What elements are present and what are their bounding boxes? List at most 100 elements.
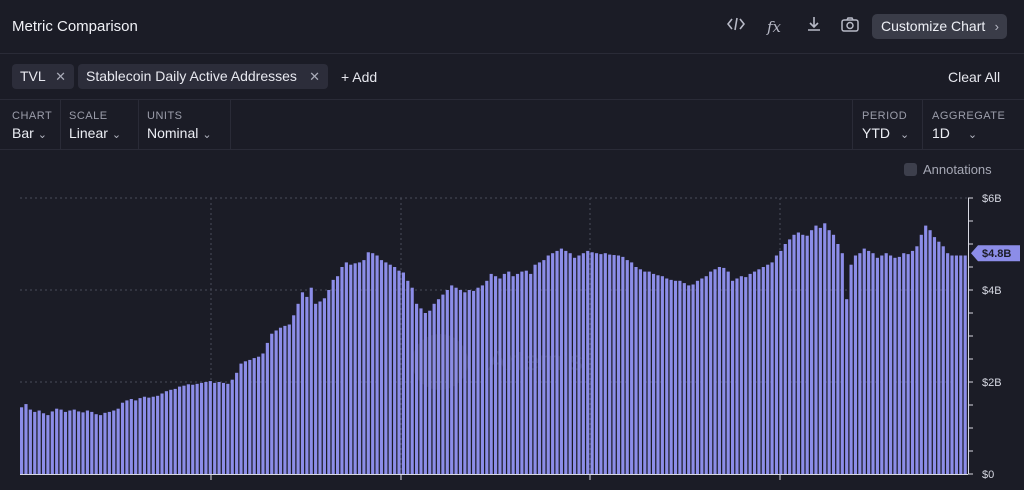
bar[interactable] <box>375 255 379 475</box>
bar[interactable] <box>748 273 752 474</box>
bar[interactable] <box>656 275 660 474</box>
bar[interactable] <box>638 269 642 474</box>
bar[interactable] <box>937 241 941 474</box>
bar[interactable] <box>318 301 322 475</box>
bar[interactable] <box>616 255 621 475</box>
units-control[interactable]: UNITS Nominal ⌄ <box>138 100 230 150</box>
bar[interactable] <box>235 372 239 474</box>
bar[interactable] <box>50 411 54 474</box>
close-icon[interactable]: ✕ <box>55 69 66 84</box>
bar[interactable] <box>700 278 704 475</box>
bar[interactable] <box>296 303 300 474</box>
bar[interactable] <box>85 410 89 474</box>
bar[interactable] <box>682 283 686 474</box>
bar[interactable] <box>28 409 32 474</box>
bar[interactable] <box>630 262 634 474</box>
aggregate-control[interactable]: AGGREGATE 1D ⌄ <box>922 100 1024 150</box>
bar[interactable] <box>59 409 63 474</box>
bar[interactable] <box>577 255 581 475</box>
bar[interactable] <box>357 262 362 474</box>
bar[interactable] <box>160 393 164 475</box>
bar[interactable] <box>322 298 326 474</box>
bar[interactable] <box>489 273 493 474</box>
bar[interactable] <box>129 399 133 474</box>
bar[interactable] <box>472 290 476 474</box>
bar[interactable] <box>810 230 814 474</box>
bar[interactable] <box>792 234 796 474</box>
bar[interactable] <box>665 278 669 475</box>
bar[interactable] <box>436 299 441 474</box>
bar[interactable] <box>660 276 664 474</box>
bar[interactable] <box>134 400 138 474</box>
bar[interactable] <box>467 290 471 474</box>
bar[interactable] <box>344 262 348 474</box>
bar[interactable] <box>156 395 160 474</box>
bar[interactable] <box>555 250 559 474</box>
bar[interactable] <box>739 276 743 474</box>
bar[interactable] <box>90 411 94 474</box>
scale-control[interactable]: SCALE Linear ⌄ <box>60 100 138 150</box>
bar[interactable] <box>274 330 278 474</box>
bar[interactable] <box>801 234 805 474</box>
bar[interactable] <box>476 287 480 474</box>
bar[interactable] <box>77 411 81 474</box>
close-icon[interactable]: ✕ <box>309 69 320 84</box>
bar[interactable] <box>300 292 305 474</box>
bar[interactable] <box>191 384 195 474</box>
annotations-toggle[interactable]: Annotations <box>904 162 992 177</box>
bar[interactable] <box>950 255 954 475</box>
bar[interactable] <box>278 327 283 474</box>
bar[interactable] <box>849 264 853 474</box>
bar[interactable] <box>744 277 748 474</box>
bar[interactable] <box>722 267 726 474</box>
bar[interactable] <box>252 358 256 474</box>
bar[interactable] <box>401 272 405 474</box>
bar[interactable] <box>366 252 370 474</box>
bar[interactable] <box>309 287 313 474</box>
bar[interactable] <box>823 223 827 474</box>
bar[interactable] <box>546 255 550 475</box>
bar[interactable] <box>371 253 375 474</box>
bar[interactable] <box>314 303 318 474</box>
bar[interactable] <box>445 290 449 474</box>
bar[interactable] <box>243 361 247 474</box>
bar[interactable] <box>507 271 511 474</box>
bar[interactable] <box>432 303 436 474</box>
bar[interactable] <box>415 303 419 474</box>
bar[interactable] <box>581 253 585 474</box>
bar[interactable] <box>818 227 822 474</box>
bar[interactable] <box>542 260 546 474</box>
bar[interactable] <box>919 234 923 474</box>
bar[interactable] <box>463 292 467 474</box>
bar[interactable] <box>529 273 533 474</box>
bar[interactable] <box>673 280 678 474</box>
bar[interactable] <box>941 246 945 474</box>
bar[interactable] <box>169 389 173 474</box>
bar[interactable] <box>336 276 340 474</box>
bar[interactable] <box>713 269 717 474</box>
bar[interactable] <box>590 252 594 474</box>
bar[interactable] <box>450 285 454 474</box>
bar[interactable] <box>107 411 111 474</box>
bar[interactable] <box>125 400 129 474</box>
bar[interactable] <box>283 325 287 474</box>
bar[interactable] <box>726 271 730 474</box>
bar[interactable] <box>147 397 151 474</box>
add-metric-button[interactable]: + Add <box>341 69 378 85</box>
bar[interactable] <box>173 388 177 474</box>
bar[interactable] <box>24 404 28 474</box>
bar[interactable] <box>340 267 344 474</box>
download-icon[interactable] <box>802 16 826 38</box>
bar[interactable] <box>103 412 107 474</box>
bar[interactable] <box>116 408 120 474</box>
bar[interactable] <box>568 253 572 474</box>
bar[interactable] <box>963 255 967 475</box>
bar[interactable] <box>213 382 217 474</box>
bar[interactable] <box>621 256 625 474</box>
bar[interactable] <box>186 384 190 474</box>
bar[interactable] <box>63 411 68 474</box>
bar[interactable] <box>208 381 212 474</box>
bar[interactable] <box>511 276 515 474</box>
bar[interactable] <box>831 234 836 474</box>
bar[interactable] <box>428 310 432 474</box>
